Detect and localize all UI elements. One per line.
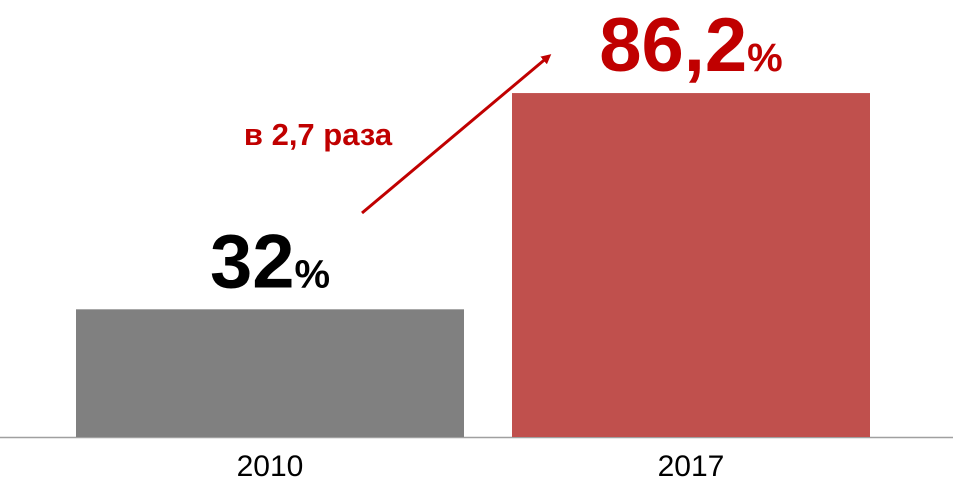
growth-arrow [361, 54, 552, 215]
bar [76, 309, 464, 437]
value-label: 32% [210, 219, 330, 304]
x-tick-label: 2017 [658, 450, 725, 477]
annotation: в 2,7 раза [244, 117, 393, 152]
value-label: 86,2% [599, 3, 783, 88]
x-tick-label: 2010 [237, 450, 304, 477]
bar [512, 93, 870, 437]
